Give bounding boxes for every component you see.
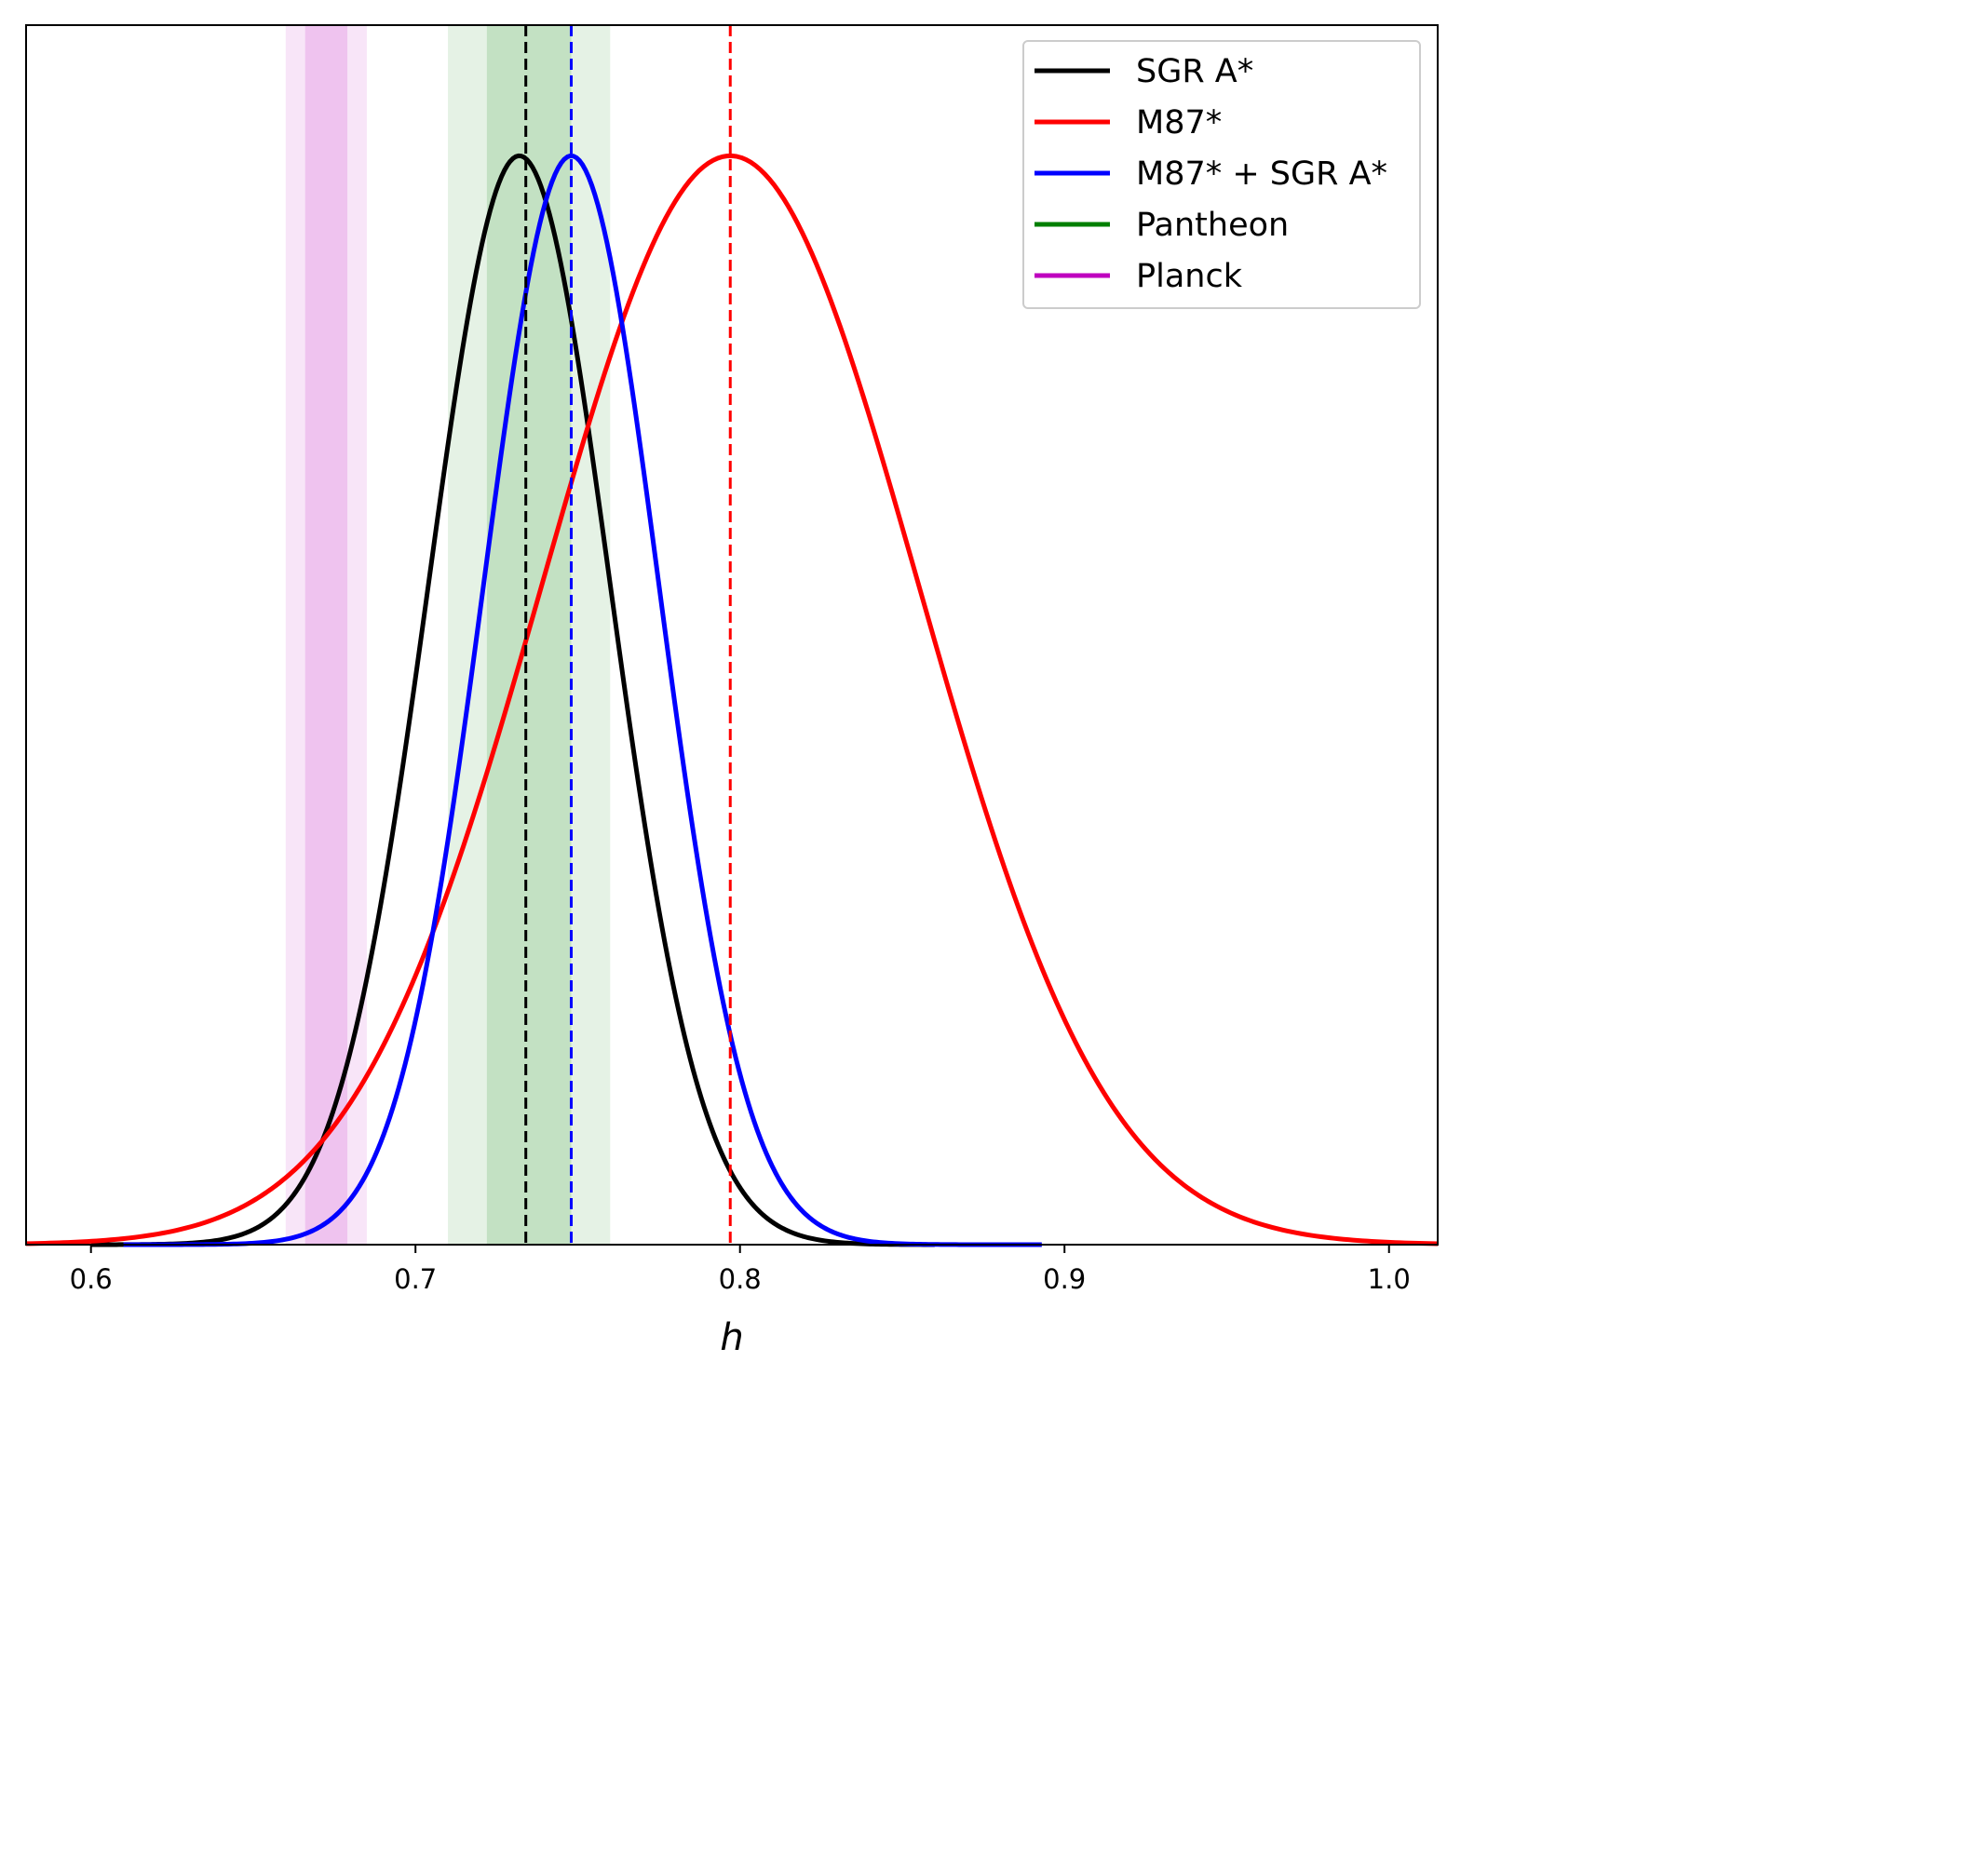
x-tick-label: 0.9: [1043, 1263, 1086, 1295]
m87-curve: [25, 153, 1439, 1247]
x-tick-label: 0.8: [719, 1263, 762, 1295]
x-axis-label: h: [720, 1316, 743, 1359]
plot-frame: [25, 24, 1439, 1246]
x-tick-label: 0.6: [70, 1263, 113, 1295]
legend-label-pantheon: Pantheon: [1136, 207, 1289, 244]
x-tick-label: 0.7: [394, 1263, 437, 1295]
m87-sgr-a-curve: [123, 153, 1042, 1247]
x-axis-ticks: 0.6 0.7 0.8 0.9 1.0: [70, 1245, 1411, 1295]
chart: 0.6 0.7 0.8 0.9 1.0 h SGR A* M87* M87* + SGR A…: [25, 24, 1439, 1359]
legend-label-planck: Planck: [1136, 258, 1243, 295]
legend-label-sgr-a: SGR A*: [1136, 53, 1253, 90]
legend-label-m87: M87*: [1136, 104, 1222, 142]
peak-markers: [524, 25, 732, 1245]
sgr-a-curve: [90, 153, 935, 1247]
legend-box: [1022, 40, 1421, 309]
distribution-curves: [25, 153, 1439, 1247]
legend-label-m87-sgr-a: M87* + SGR A*: [1136, 155, 1387, 193]
planck-inner-band: [304, 25, 348, 1245]
uncertainty-bands: [285, 25, 611, 1245]
x-tick-label: 1.0: [1368, 1263, 1411, 1295]
legend: SGR A* M87* M87* + SGR A* Pantheon Planck: [1022, 40, 1421, 309]
